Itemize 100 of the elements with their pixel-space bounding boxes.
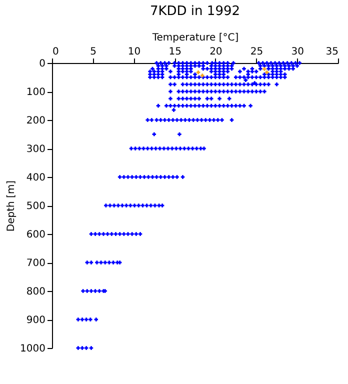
- point: [222, 75, 226, 80]
- point: [220, 118, 224, 122]
- point: [197, 75, 201, 80]
- point: [146, 175, 150, 179]
- point: [197, 82, 201, 86]
- point: [270, 75, 274, 80]
- point: [234, 104, 238, 108]
- point: [209, 75, 214, 80]
- x-tick-label: 35: [326, 46, 338, 58]
- point: [176, 96, 181, 100]
- point: [262, 82, 266, 86]
- point: [262, 64, 266, 68]
- x-tick-label: 20: [210, 46, 222, 58]
- point: [160, 75, 164, 80]
- point: [262, 75, 266, 80]
- point: [258, 82, 262, 86]
- point: [278, 75, 283, 80]
- point: [227, 96, 232, 100]
- point: [154, 118, 158, 122]
- point: [238, 75, 242, 80]
- point: [274, 75, 279, 80]
- point: [102, 232, 106, 236]
- point: [172, 104, 176, 108]
- point: [168, 70, 172, 74]
- point: [154, 61, 158, 65]
- point: [150, 66, 154, 71]
- point: [242, 66, 246, 71]
- point: [175, 175, 179, 179]
- point: [201, 66, 206, 71]
- point: [230, 104, 234, 108]
- point: [189, 104, 193, 108]
- point: [242, 82, 246, 86]
- point: [250, 82, 254, 86]
- point: [88, 318, 92, 322]
- point: [230, 82, 234, 86]
- y-tick-label: 0: [39, 58, 46, 70]
- point: [226, 104, 230, 108]
- point: [172, 108, 176, 112]
- point: [178, 132, 182, 136]
- point: [81, 289, 85, 293]
- point: [214, 104, 218, 108]
- point: [266, 82, 270, 86]
- point: [162, 146, 166, 150]
- point: [273, 61, 277, 65]
- point: [130, 232, 134, 236]
- y-tick-label: 300: [26, 144, 46, 155]
- point: [254, 75, 258, 80]
- point: [138, 146, 142, 150]
- y-tick-label: 200: [26, 116, 46, 126]
- point: [205, 75, 210, 80]
- chart-title: 7KDD in 1992: [150, 4, 240, 19]
- point: [258, 66, 262, 71]
- point: [179, 118, 183, 122]
- point: [201, 82, 206, 86]
- point: [180, 82, 185, 86]
- point: [175, 118, 179, 122]
- point: [265, 61, 269, 65]
- point: [294, 61, 298, 65]
- x-tick-label: 5: [90, 46, 97, 58]
- point: [99, 260, 103, 264]
- point: [170, 146, 174, 150]
- point: [214, 82, 218, 86]
- point: [142, 146, 146, 150]
- point: [98, 289, 102, 293]
- point: [291, 66, 295, 71]
- point: [164, 66, 168, 71]
- point: [201, 104, 206, 108]
- point: [103, 260, 107, 264]
- point: [226, 82, 230, 86]
- point: [246, 82, 250, 86]
- x-tick-label: 25: [250, 46, 264, 58]
- point: [214, 90, 218, 94]
- point: [222, 82, 226, 86]
- point: [189, 75, 193, 80]
- point: [171, 118, 175, 122]
- point: [184, 75, 189, 80]
- point: [168, 104, 172, 108]
- point: [153, 204, 157, 208]
- point: [222, 90, 226, 94]
- point: [298, 61, 302, 65]
- point: [244, 78, 248, 82]
- point: [189, 90, 193, 94]
- point: [154, 175, 158, 179]
- y-tick-label: 900: [26, 315, 46, 326]
- point: [290, 61, 294, 65]
- point: [150, 175, 154, 179]
- point: [176, 75, 181, 80]
- point: [266, 75, 270, 80]
- y-tick-label: 800: [26, 286, 46, 298]
- point: [197, 64, 201, 68]
- point: [283, 75, 287, 80]
- point: [202, 146, 206, 150]
- point: [254, 70, 258, 74]
- point: [132, 204, 136, 208]
- point: [146, 118, 150, 122]
- point: [126, 175, 130, 179]
- point: [184, 104, 189, 108]
- point: [262, 67, 266, 71]
- point: [209, 96, 214, 100]
- x-tick-label: 15: [168, 46, 182, 58]
